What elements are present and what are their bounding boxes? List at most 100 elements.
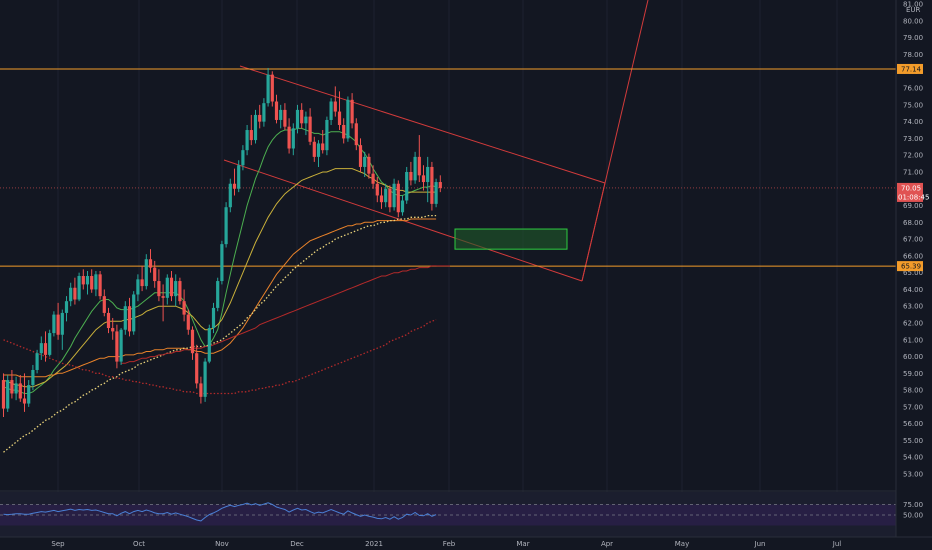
candle[interactable]	[287, 118, 291, 154]
candle[interactable]	[300, 103, 304, 129]
candle[interactable]	[22, 373, 27, 412]
candle[interactable]	[148, 249, 153, 273]
candle[interactable]	[430, 161, 434, 211]
candle[interactable]	[262, 98, 266, 127]
candle[interactable]	[350, 93, 354, 129]
candle[interactable]	[6, 375, 10, 412]
candle[interactable]	[102, 289, 106, 317]
candle[interactable]	[178, 277, 182, 305]
candle[interactable]	[153, 260, 157, 288]
candle[interactable]	[371, 165, 375, 189]
candle[interactable]	[123, 301, 127, 335]
candle[interactable]	[165, 274, 169, 305]
candle[interactable]	[392, 178, 396, 211]
candle[interactable]	[174, 274, 178, 307]
candle[interactable]	[304, 111, 308, 136]
candle[interactable]	[157, 269, 161, 302]
candle[interactable]	[136, 274, 140, 302]
candle[interactable]	[127, 297, 132, 337]
candle[interactable]	[312, 136, 316, 162]
candle[interactable]	[140, 265, 144, 292]
candle[interactable]	[98, 270, 102, 300]
candle[interactable]	[241, 145, 245, 171]
candle[interactable]	[94, 270, 98, 297]
candle[interactable]	[182, 289, 186, 322]
candle[interactable]	[258, 104, 262, 129]
candle[interactable]	[39, 336, 43, 360]
candle[interactable]	[224, 202, 228, 248]
candle[interactable]	[43, 331, 48, 362]
candle[interactable]	[342, 118, 346, 144]
candle[interactable]	[119, 328, 123, 365]
candle[interactable]	[64, 296, 69, 322]
candle[interactable]	[295, 104, 300, 134]
candle[interactable]	[232, 168, 237, 196]
candle[interactable]	[18, 375, 22, 402]
candle[interactable]	[367, 153, 371, 179]
candle[interactable]	[1, 373, 6, 417]
candle[interactable]	[337, 91, 342, 131]
target-zone-box[interactable]	[454, 228, 568, 250]
candle[interactable]	[144, 254, 148, 290]
candle[interactable]	[253, 109, 258, 144]
candle[interactable]	[279, 104, 283, 129]
candle[interactable]	[375, 177, 379, 203]
candle[interactable]	[27, 380, 31, 407]
candle[interactable]	[111, 317, 115, 340]
candle[interactable]	[379, 187, 384, 209]
candle[interactable]	[266, 67, 270, 107]
candle[interactable]	[346, 96, 350, 142]
candle[interactable]	[31, 364, 35, 391]
candle[interactable]	[14, 376, 18, 401]
candle[interactable]	[426, 156, 430, 203]
candle[interactable]	[274, 94, 279, 124]
candle[interactable]	[216, 277, 220, 312]
candle[interactable]	[56, 302, 60, 340]
candle[interactable]	[203, 358, 207, 402]
candle[interactable]	[237, 160, 241, 193]
candle[interactable]	[220, 240, 224, 285]
candle[interactable]	[434, 178, 438, 208]
candle[interactable]	[90, 269, 94, 293]
candle[interactable]	[421, 165, 426, 191]
candle[interactable]	[333, 86, 337, 117]
candle[interactable]	[132, 291, 136, 335]
candle[interactable]	[85, 270, 90, 295]
candle[interactable]	[211, 302, 216, 334]
candle[interactable]	[270, 71, 274, 107]
candle[interactable]	[329, 98, 333, 125]
candle[interactable]	[10, 369, 14, 399]
candle[interactable]	[190, 326, 195, 360]
candle[interactable]	[69, 282, 73, 307]
candle[interactable]	[321, 130, 325, 154]
candle[interactable]	[115, 324, 119, 369]
candle[interactable]	[48, 329, 52, 357]
candle[interactable]	[60, 309, 64, 350]
candle[interactable]	[417, 135, 421, 183]
candle[interactable]	[73, 277, 77, 305]
candle[interactable]	[52, 311, 56, 337]
candle[interactable]	[358, 138, 363, 172]
price-axis[interactable]	[896, 0, 932, 550]
candle[interactable]	[186, 309, 190, 335]
candle[interactable]	[283, 103, 287, 131]
candle[interactable]	[308, 108, 312, 146]
candle[interactable]	[169, 270, 174, 302]
candle[interactable]	[228, 178, 232, 213]
candle[interactable]	[81, 269, 85, 290]
candle[interactable]	[354, 118, 358, 151]
candle[interactable]	[316, 140, 321, 167]
candle[interactable]	[161, 284, 165, 322]
candle[interactable]	[291, 123, 295, 156]
candle[interactable]	[325, 116, 329, 156]
candle[interactable]	[396, 180, 400, 218]
candle[interactable]	[388, 185, 392, 213]
candle[interactable]	[35, 349, 39, 374]
candle[interactable]	[384, 183, 388, 208]
candle[interactable]	[199, 376, 203, 404]
candle[interactable]	[409, 161, 413, 186]
candle[interactable]	[400, 195, 405, 216]
candle[interactable]	[195, 344, 199, 389]
candle[interactable]	[207, 324, 211, 364]
